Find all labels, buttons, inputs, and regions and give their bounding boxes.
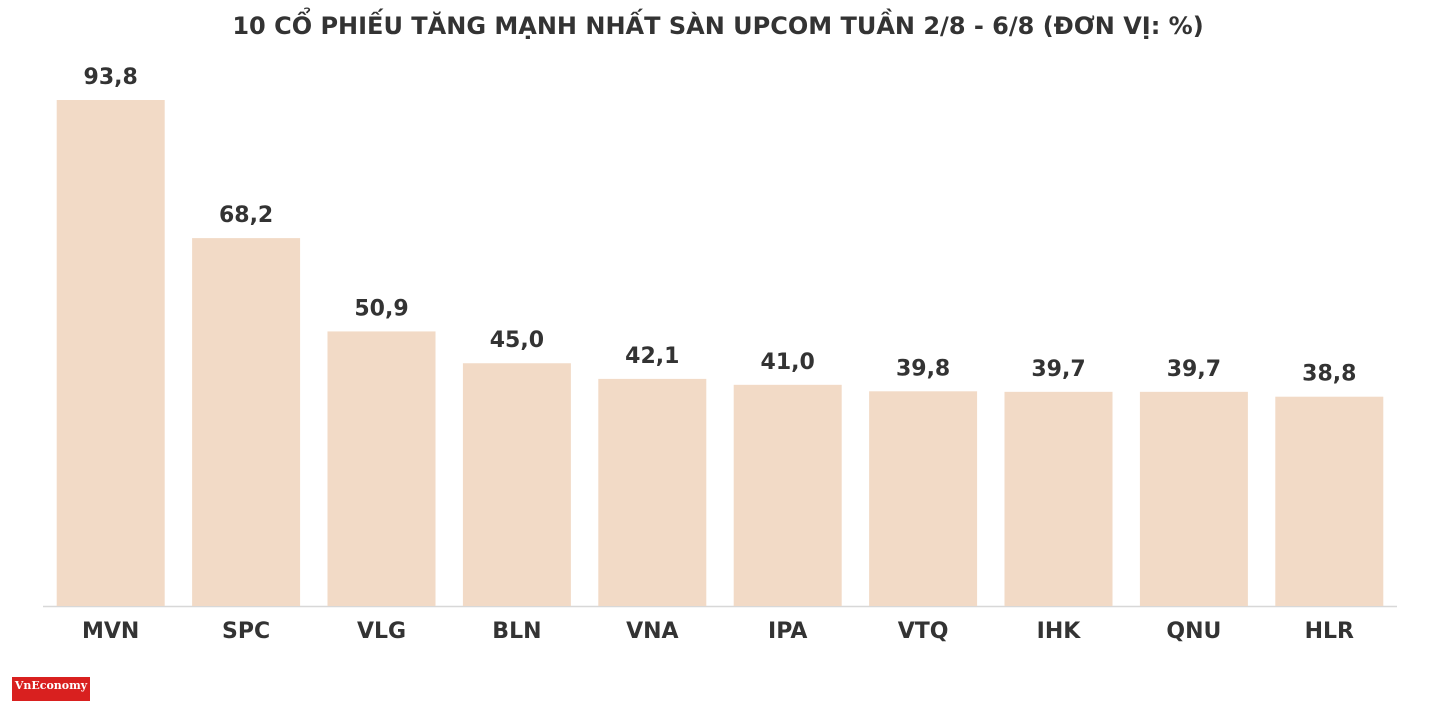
value-label: 93,8: [84, 65, 138, 90]
x-tick-label: QNU: [1166, 619, 1221, 644]
logo: VnEconomy: [14, 679, 88, 692]
bar: [1139, 391, 1248, 606]
x-tick-label: IPA: [768, 619, 807, 644]
value-label: 38,8: [1302, 362, 1356, 387]
value-label: 68,2: [219, 203, 273, 228]
chart-title: 10 CỔ PHIẾU TĂNG MẠNH NHẤT SÀN UPCOM TUẦ…: [232, 5, 1203, 40]
bar: [869, 391, 978, 606]
x-tick-label: SPC: [222, 619, 270, 644]
value-label: 39,7: [1167, 357, 1221, 382]
value-label: 42,1: [625, 344, 679, 369]
bar: [462, 363, 571, 606]
bar: [56, 100, 165, 606]
x-tick-label: IHK: [1037, 619, 1082, 644]
x-tick-label: MVN: [82, 619, 139, 644]
bar: [1275, 396, 1384, 606]
bar: [327, 331, 436, 606]
bar: [192, 238, 301, 606]
x-tick-label: VTQ: [898, 619, 949, 644]
value-label: 50,9: [354, 296, 408, 321]
logo-box: [12, 677, 90, 701]
x-tick-label: BLN: [492, 619, 541, 644]
bar: [733, 384, 842, 606]
value-label: 41,0: [761, 350, 815, 375]
bar: [1004, 391, 1113, 606]
value-label: 39,8: [896, 356, 950, 381]
x-tick-label: HLR: [1305, 619, 1354, 644]
bar: [598, 378, 707, 606]
value-label: 39,7: [1031, 357, 1085, 382]
x-tick-label: VNA: [626, 619, 678, 644]
value-label: 45,0: [490, 328, 544, 353]
x-tick-label: VLG: [357, 619, 406, 644]
